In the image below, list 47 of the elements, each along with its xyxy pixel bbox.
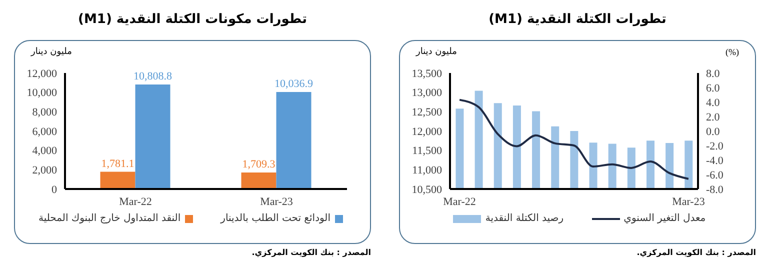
x-tick-label: Mar-22 <box>443 196 476 208</box>
y2-axis-title: (%) <box>726 47 739 59</box>
data-label: 10,808.8 <box>134 70 172 83</box>
y-tick-label: 13,500 <box>412 68 442 80</box>
y-tick-label: 0 <box>52 184 58 196</box>
y2-tick-label: 0.0 <box>706 126 720 138</box>
y-tick-label: 4,000 <box>32 145 58 158</box>
y2-tick-label: -2.0 <box>706 140 724 152</box>
y-tick-label: 8,000 <box>32 106 58 119</box>
data-label: 10,036.9 <box>274 78 314 90</box>
text: المصدر : بنك الكويت المركزي. <box>636 248 756 257</box>
x-tick-label: Mar-22 <box>119 196 152 208</box>
legend-label: النقد المتداول خارج البنوك المحلية <box>38 213 181 224</box>
line-series <box>458 98 690 180</box>
y-tick-label: 10,000 <box>26 87 58 100</box>
y2-tick-label: -6.0 <box>706 169 724 182</box>
y-tick-label: 10,500 <box>412 184 442 196</box>
y-tick-label: 12,500 <box>412 106 442 119</box>
chart-title: تطورات مكونات الكتلة النقدية (M1) <box>77 11 308 29</box>
y2-tick-label: 6.0 <box>706 82 720 94</box>
chart-title: تطورات الكتلة النقدية (M1) <box>488 11 668 29</box>
x-tick-label: Mar-23 <box>672 196 706 208</box>
bar <box>276 92 312 189</box>
y2-tick-label: 8.0 <box>706 68 720 80</box>
y-tick-label: 2,000 <box>32 164 58 177</box>
y-axis-title: مليون دينار <box>416 47 457 59</box>
y2-tick-label: -8.0 <box>706 184 724 196</box>
y-axis-title: مليون دينار <box>31 47 72 59</box>
legend-label: معدل التغير السنوي <box>624 213 706 224</box>
text: المصدر : بنك الكويت المركزي. <box>250 248 371 257</box>
bar <box>241 172 276 189</box>
bar <box>135 84 170 189</box>
y2-tick-label: -4.0 <box>706 154 724 167</box>
y-tick-label: 6,000 <box>32 126 58 138</box>
data-label: 1,709.3 <box>242 158 276 170</box>
legend-label: رصيد الكتلة النقدية <box>485 213 564 224</box>
legend-label: الودائع تحت الطلب بالدينار <box>220 213 331 224</box>
y-tick-label: 12,000 <box>26 68 58 80</box>
x-tick-label: Mar-23 <box>260 196 294 208</box>
y2-tick-label: 4.0 <box>706 96 720 109</box>
y-tick-label: 13,000 <box>412 87 442 100</box>
y2-tick-label: 2.0 <box>706 111 720 124</box>
data-label: 1,781.1 <box>101 158 134 170</box>
bar <box>100 172 136 189</box>
y-tick-label: 12,000 <box>412 126 442 138</box>
y-tick-label: 11,500 <box>412 145 442 158</box>
y-tick-label: 11,000 <box>412 164 442 177</box>
